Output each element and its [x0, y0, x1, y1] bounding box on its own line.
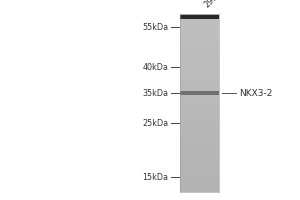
Bar	[180, 15, 219, 19]
Bar	[180, 150, 219, 156]
Text: NKX3-2: NKX3-2	[239, 88, 272, 98]
Bar	[180, 156, 219, 162]
Bar	[180, 32, 219, 38]
Text: 35kDa: 35kDa	[142, 88, 169, 98]
Bar	[180, 79, 219, 85]
Bar	[180, 162, 219, 168]
Text: 55kDa: 55kDa	[142, 22, 169, 31]
Bar	[180, 38, 219, 44]
Bar	[180, 73, 219, 79]
Bar	[180, 186, 219, 192]
Bar	[180, 121, 219, 127]
Bar	[180, 26, 219, 32]
Text: 15kDa: 15kDa	[142, 172, 169, 182]
Bar	[180, 145, 219, 150]
Bar	[180, 91, 219, 95]
Bar	[180, 174, 219, 180]
Bar	[180, 91, 219, 97]
Bar	[180, 44, 219, 50]
Bar	[180, 139, 219, 145]
Bar	[180, 115, 219, 121]
Bar	[180, 97, 219, 103]
Bar	[180, 14, 219, 20]
Bar	[180, 133, 219, 139]
Bar	[180, 67, 219, 73]
Bar	[180, 20, 219, 26]
Bar	[180, 109, 219, 115]
Bar	[180, 50, 219, 56]
Bar	[180, 103, 219, 109]
Text: 293T: 293T	[202, 0, 224, 9]
Text: 25kDa: 25kDa	[142, 118, 169, 128]
Text: 40kDa: 40kDa	[143, 62, 169, 72]
Bar	[180, 127, 219, 133]
Bar	[180, 61, 219, 67]
Bar	[180, 168, 219, 174]
Bar	[180, 180, 219, 186]
Bar	[180, 56, 219, 61]
Bar	[180, 85, 219, 91]
